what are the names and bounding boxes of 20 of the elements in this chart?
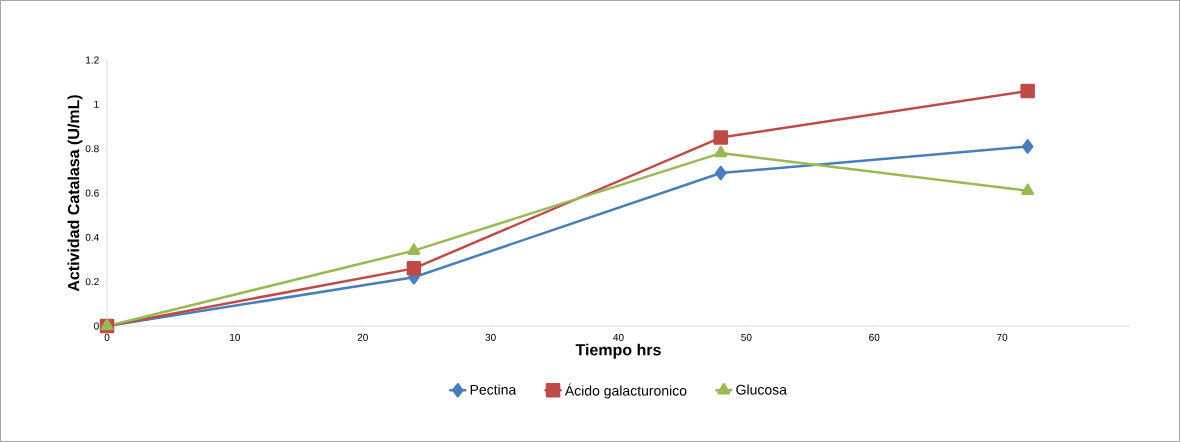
x-tick-label: 20 (357, 333, 368, 341)
y-tick-label: 0.2 (85, 278, 99, 286)
x-axis-title: Tiempo hrs (575, 343, 661, 359)
x-tick-label: 0 (104, 333, 110, 341)
y-tick-label: 1 (94, 100, 99, 108)
y-tick-label: 1.2 (86, 56, 99, 64)
legend-label: Pectina (470, 384, 517, 395)
x-tick-label: 40 (613, 333, 624, 341)
x-tick-label: 50 (741, 333, 752, 341)
legend-label: Ácido galacturonico (564, 383, 687, 399)
y-tick-label: 0 (94, 322, 99, 330)
y-axis-title: Actividad Catalasa (U/mL) (67, 95, 83, 292)
x-tick-label: 30 (485, 333, 496, 341)
x-tick-label: 60 (869, 333, 880, 341)
x-tick-label: 10 (230, 333, 241, 341)
y-tick-label: 0.8 (85, 145, 99, 153)
y-tick-label: 0.4 (85, 233, 99, 241)
y-tick-label: 0.6 (85, 189, 99, 197)
x-tick-label: 70 (997, 333, 1008, 341)
legend-label: Glucosa (736, 384, 787, 395)
